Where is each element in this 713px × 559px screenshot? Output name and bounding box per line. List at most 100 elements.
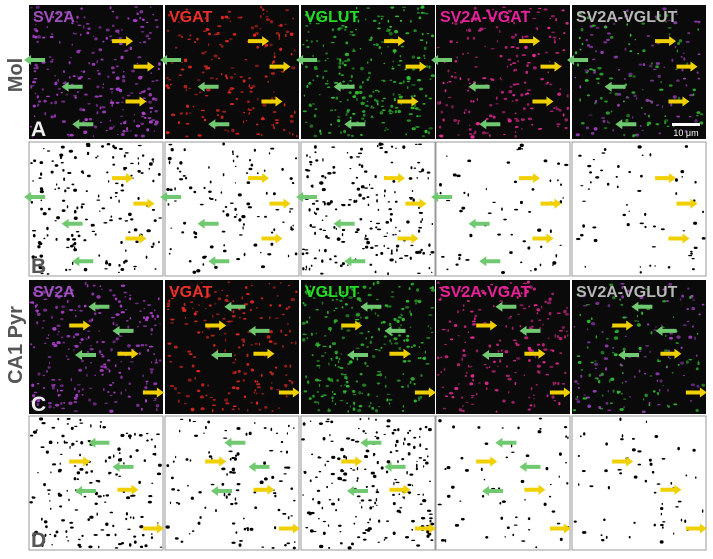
speckle: [205, 27, 210, 31]
speckle: [419, 435, 421, 438]
speckle: [424, 57, 426, 59]
speckle: [232, 33, 237, 36]
speckle: [338, 65, 342, 69]
speckle: [249, 90, 253, 93]
speckle: [512, 339, 517, 341]
speckle: [138, 352, 141, 355]
speckle: [72, 75, 76, 77]
speckle: [100, 353, 104, 356]
panel-background: [571, 415, 707, 551]
speckle: [599, 407, 604, 410]
speckle: [313, 65, 318, 69]
speckle: [375, 253, 379, 257]
speckle: [386, 128, 389, 130]
speckle: [97, 72, 101, 76]
speckle: [259, 27, 262, 30]
speckle: [690, 252, 693, 255]
speckle: [519, 324, 521, 328]
speckle: [150, 72, 153, 74]
speckle: [441, 255, 445, 258]
speckle: [444, 89, 447, 93]
panel: [571, 141, 707, 277]
speckle: [564, 371, 567, 375]
speckle: [232, 405, 237, 408]
speckle: [123, 71, 125, 73]
speckle: [254, 64, 260, 68]
speckle: [430, 289, 436, 292]
speckle: [264, 405, 268, 409]
speckle: [144, 344, 148, 347]
speckle: [365, 104, 369, 108]
speckle: [154, 361, 158, 364]
speckle: [416, 460, 418, 463]
speckle: [456, 56, 459, 59]
arrow: [360, 301, 382, 312]
speckle: [270, 124, 273, 126]
panel: [24, 141, 164, 277]
speckle: [377, 541, 381, 543]
speckle: [701, 383, 706, 387]
speckle: [286, 542, 291, 545]
speckle: [557, 381, 560, 386]
speckle: [404, 254, 409, 257]
speckle: [467, 78, 470, 82]
speckle: [638, 63, 643, 66]
speckle: [420, 516, 426, 520]
speckle: [394, 109, 398, 114]
speckle: [320, 355, 325, 357]
speckle: [582, 200, 586, 202]
arrow: [618, 350, 639, 361]
speckle: [191, 364, 195, 368]
speckle: [153, 219, 157, 223]
panel: [296, 5, 436, 139]
speckle: [523, 10, 527, 13]
speckle: [408, 287, 411, 291]
speckle: [375, 491, 380, 494]
speckle: [197, 304, 201, 306]
speckle: [649, 375, 653, 377]
speckle: [115, 182, 119, 185]
arrow: [112, 325, 134, 336]
speckle: [586, 16, 590, 20]
speckle: [672, 315, 675, 319]
speckle: [208, 451, 210, 454]
speckle: [133, 540, 137, 544]
speckle: [356, 228, 360, 232]
panel-background: [29, 280, 163, 414]
speckle: [395, 147, 397, 149]
speckle: [262, 12, 265, 15]
speckle: [454, 21, 458, 26]
speckle: [357, 408, 362, 413]
speckle: [204, 50, 207, 53]
speckle: [440, 539, 446, 542]
speckle: [392, 60, 394, 63]
speckle: [408, 429, 412, 432]
speckle: [487, 212, 492, 215]
speckle: [470, 135, 475, 139]
speckle: [48, 361, 51, 365]
speckle: [545, 82, 549, 85]
speckle: [158, 240, 160, 244]
speckle: [417, 108, 422, 111]
speckle: [106, 171, 109, 174]
speckle: [411, 68, 415, 71]
speckle: [73, 188, 78, 192]
speckle: [179, 112, 184, 115]
speckle: [383, 62, 386, 64]
speckle: [586, 328, 589, 331]
speckle: [187, 65, 193, 69]
speckle: [54, 291, 58, 294]
speckle: [113, 146, 118, 150]
speckle: [612, 296, 616, 300]
speckle: [51, 378, 56, 381]
speckle: [428, 127, 433, 130]
speckle: [51, 383, 56, 388]
speckle: [118, 335, 123, 338]
speckle: [279, 47, 283, 52]
speckle: [328, 326, 332, 331]
speckle: [110, 348, 113, 352]
speckle: [154, 309, 156, 311]
speckle: [86, 350, 90, 353]
speckle: [227, 10, 231, 13]
speckle: [282, 512, 287, 515]
